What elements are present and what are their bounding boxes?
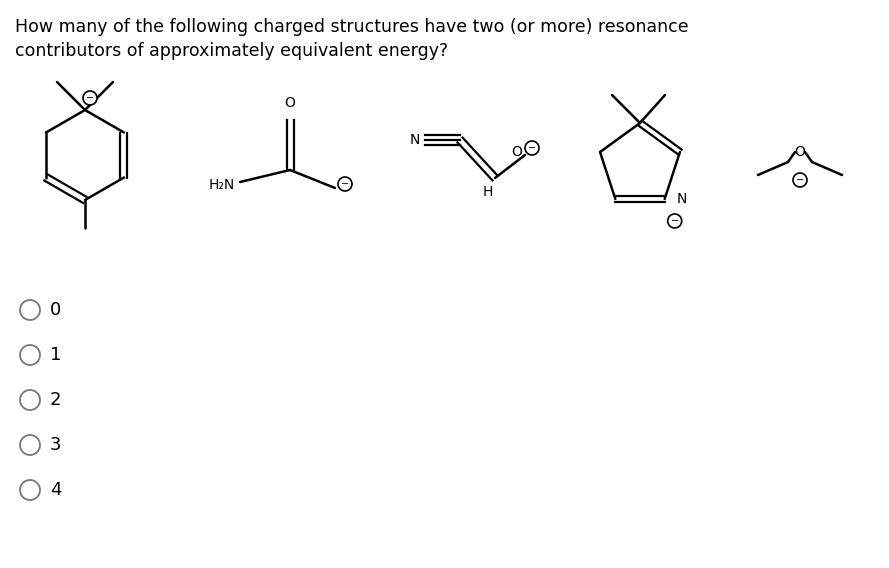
Circle shape [338,177,352,191]
Text: 3: 3 [50,436,61,454]
Text: 2: 2 [50,391,61,409]
Text: O: O [511,145,522,159]
Text: −: − [796,175,804,185]
Text: contributors of approximately equivalent energy?: contributors of approximately equivalent… [15,42,448,60]
Text: −: − [341,179,349,189]
Text: −: − [528,143,536,153]
Text: How many of the following charged structures have two (or more) resonance: How many of the following charged struct… [15,18,689,36]
Text: N: N [677,192,687,206]
Text: H₂N: H₂N [209,178,235,192]
Circle shape [525,141,539,155]
Text: −: − [86,93,94,103]
Circle shape [83,91,97,105]
Text: H: H [483,185,493,199]
Text: −: − [670,216,678,226]
Text: O: O [284,96,295,110]
Circle shape [793,173,807,187]
Text: 1: 1 [50,346,61,364]
Text: O: O [795,145,805,159]
Text: 4: 4 [50,481,61,499]
Text: N: N [410,133,420,147]
Circle shape [668,214,682,228]
Text: 0: 0 [50,301,61,319]
